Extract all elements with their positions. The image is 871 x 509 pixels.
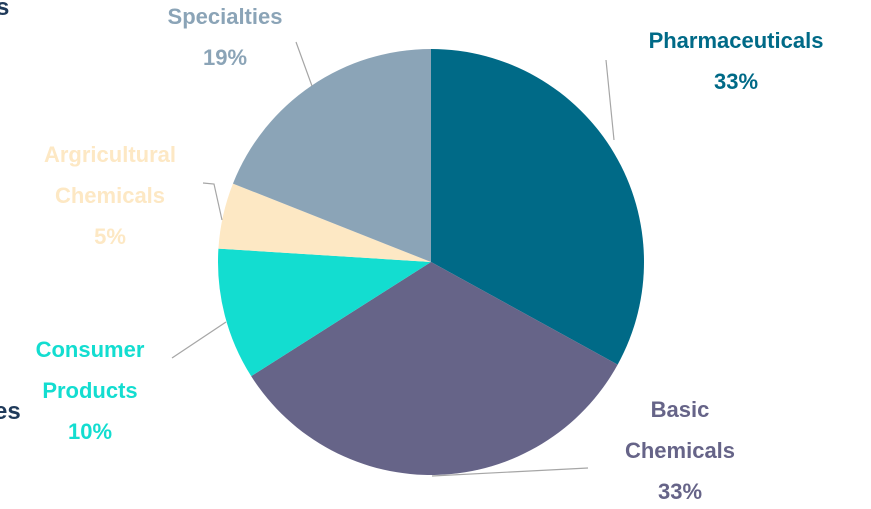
category-label: Basic Chemicals [624,397,736,463]
value-label: 10% [67,419,113,444]
slice-label: Specialties 19% [140,0,310,78]
category-label: Pharmaceuticals [648,28,824,53]
category-label: Consumer Products [35,337,145,403]
leader-line [171,321,227,359]
slice-label: Argricultural Chemicals 5% [10,134,210,257]
slice [431,49,644,365]
slice [251,262,618,476]
cropped-text: es [0,398,21,425]
leader-line [605,59,615,141]
leader-line [295,41,313,87]
slice-label: Consumer Products 10% [10,329,170,452]
value-label: 33% [657,479,703,504]
leader-line [431,467,589,477]
value-label: 5% [94,224,126,249]
pie [218,49,644,476]
slice [218,183,431,262]
value-label: 19% [202,45,248,70]
value-label: 33% [713,69,759,94]
slice-label: Basic Chemicals 33% [600,389,760,509]
slice [232,49,431,262]
category-label: Argricultural Chemicals [43,142,177,208]
category-label: Specialties [167,4,283,29]
leader-line [202,182,223,221]
leader-lines [171,41,615,477]
cropped-text: s [0,0,10,21]
slice-label: Pharmaceuticals 33% [606,20,866,102]
slice [218,248,431,377]
